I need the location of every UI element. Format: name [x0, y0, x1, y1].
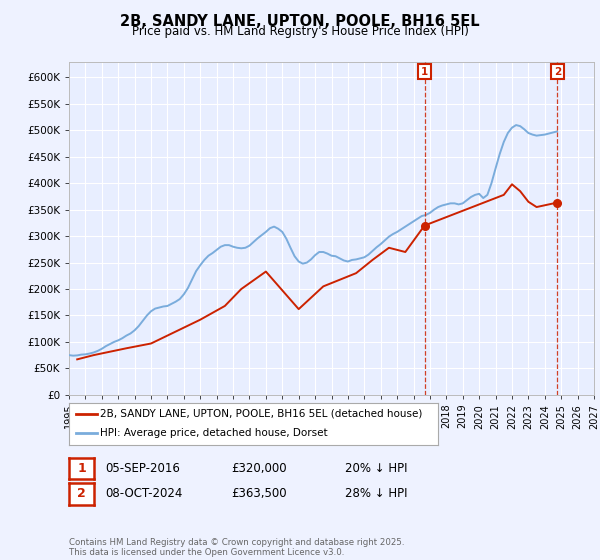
Text: 1: 1 — [421, 67, 428, 77]
Text: 2: 2 — [554, 67, 561, 77]
Text: 28% ↓ HPI: 28% ↓ HPI — [345, 487, 407, 501]
Text: HPI: Average price, detached house, Dorset: HPI: Average price, detached house, Dors… — [100, 428, 328, 438]
Text: Price paid vs. HM Land Registry's House Price Index (HPI): Price paid vs. HM Land Registry's House … — [131, 25, 469, 38]
Text: £320,000: £320,000 — [231, 462, 287, 475]
Text: 2: 2 — [77, 487, 86, 501]
Text: 08-OCT-2024: 08-OCT-2024 — [105, 487, 182, 501]
Text: £363,500: £363,500 — [231, 487, 287, 501]
Text: 2B, SANDY LANE, UPTON, POOLE, BH16 5EL: 2B, SANDY LANE, UPTON, POOLE, BH16 5EL — [120, 14, 480, 29]
Text: Contains HM Land Registry data © Crown copyright and database right 2025.
This d: Contains HM Land Registry data © Crown c… — [69, 538, 404, 557]
Text: 1: 1 — [77, 462, 86, 475]
Text: 2B, SANDY LANE, UPTON, POOLE, BH16 5EL (detached house): 2B, SANDY LANE, UPTON, POOLE, BH16 5EL (… — [100, 409, 423, 419]
Text: 05-SEP-2016: 05-SEP-2016 — [105, 462, 180, 475]
Text: 20% ↓ HPI: 20% ↓ HPI — [345, 462, 407, 475]
